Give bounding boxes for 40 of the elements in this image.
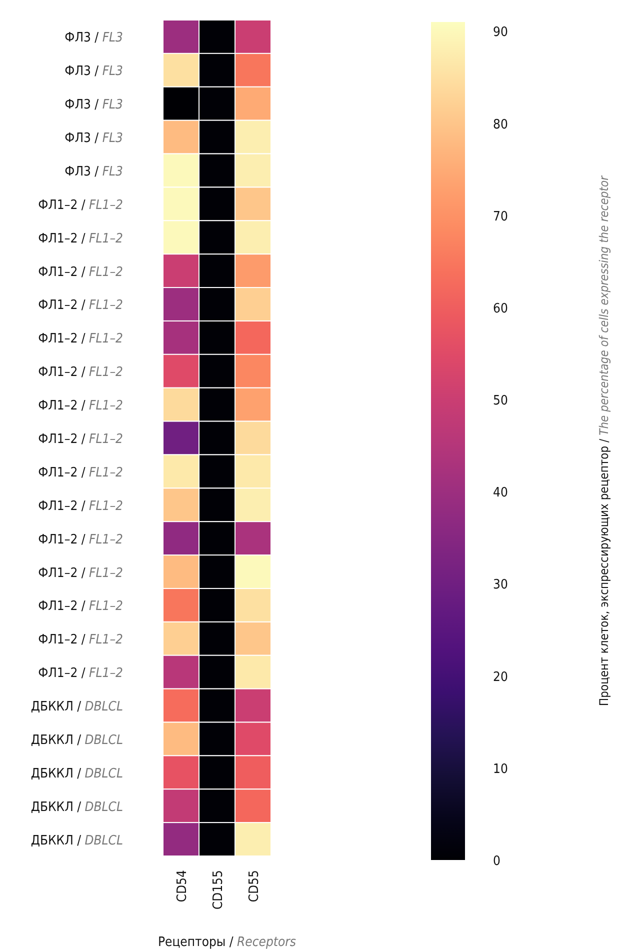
y-tick-label: ФЛ1–2 / FL1–2 xyxy=(38,498,123,514)
color-bar-label: 90 xyxy=(493,25,508,40)
y-tick-label: ФЛ3 / FL3 xyxy=(64,98,123,113)
x-tick-label: CD54 xyxy=(175,870,190,902)
color-bar-label: 40 xyxy=(493,486,508,501)
x-tick-label: CD55 xyxy=(247,870,262,902)
color-bar-label: 70 xyxy=(493,209,508,224)
color-bar-label: 80 xyxy=(493,117,508,132)
y-tick-label: ФЛ3 / FL3 xyxy=(64,164,123,180)
color-bar-label: 60 xyxy=(493,301,508,316)
y-tick-label: ФЛ1–2 / FL1–2 xyxy=(38,532,123,548)
y-tick-label: ФЛ3 / FL3 xyxy=(64,131,123,146)
y-tick-label: ДБККЛ / DBLCL xyxy=(30,732,123,748)
y-tick-label: ДБККЛ / DBLCL xyxy=(30,766,123,782)
color-bar-label: 50 xyxy=(493,394,508,409)
y-tick-label: ФЛ1–2 / FL1–2 xyxy=(38,198,123,213)
y-tick-label: ФЛ1–2 / FL1–2 xyxy=(38,632,123,648)
y-tick-label: ФЛ1–2 / FL1–2 xyxy=(38,365,123,380)
color-bar-title: Процент клеток, экспрессирующих рецептор / The percentage of cells expressing the receptor xyxy=(597,175,611,706)
color-bar-label: 0 xyxy=(493,854,500,869)
y-tick-label: ФЛ1–2 / FL1–2 xyxy=(38,465,123,480)
y-tick-label: ДБККЛ / DBLCL xyxy=(30,800,123,815)
color-bar-label: 20 xyxy=(493,670,508,685)
y-tick-label: ФЛ1–2 / FL1–2 xyxy=(38,231,123,246)
y-tick-label: ФЛ3 / FL3 xyxy=(64,30,123,46)
y-tick-label: ФЛ1–2 / FL1–2 xyxy=(38,566,123,581)
y-tick-label: ФЛ1–2 / FL1–2 xyxy=(38,432,123,447)
x-axis-title: Рецепторы / Receptors xyxy=(158,935,296,949)
y-tick-label: ФЛ1–2 / FL1–2 xyxy=(38,599,123,614)
y-tick-label: ФЛ3 / FL3 xyxy=(64,64,123,80)
y-tick-label: ФЛ1–2 / FL1–2 xyxy=(38,398,123,414)
y-tick-label: ФЛ1–2 / FL1–2 xyxy=(38,298,123,314)
y-tick-label: ФЛ1–2 / FL1–2 xyxy=(38,666,123,682)
y-tick-label: ДБККЛ / DBLCL xyxy=(30,700,123,715)
y-tick-label: ДБККЛ / DBLCL xyxy=(30,833,123,848)
color-bar-label: 30 xyxy=(493,578,508,593)
y-tick-label: ФЛ1–2 / FL1–2 xyxy=(38,332,123,347)
color-bar-label: 10 xyxy=(493,762,508,777)
x-tick-label: CD155 xyxy=(211,870,226,910)
y-tick-label: ФЛ1–2 / FL1–2 xyxy=(38,264,123,280)
